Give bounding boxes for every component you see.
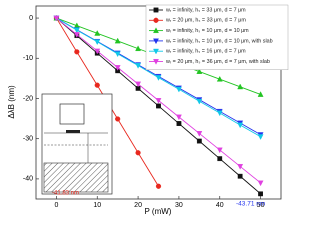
marker [216, 147, 223, 154]
legend-marker [153, 38, 159, 45]
marker [135, 81, 142, 88]
x-tick-label: 0 [54, 202, 58, 209]
marker [155, 75, 162, 81]
legend-label: wᵣ = infinity, hₛ = 10 μm, d = 10 μm [165, 28, 249, 34]
legend-label: wᵣ = infinity, hₛ = 33 μm, d = 7 μm [165, 7, 246, 13]
marker [216, 110, 223, 117]
legend-label: wᵣ = infinity, hₛ = 10 μm, d = 10 μm, wi… [165, 38, 273, 44]
marker [216, 75, 223, 82]
marker [114, 65, 121, 71]
marker [135, 45, 142, 52]
marker [257, 180, 264, 187]
legend-label: wᵣ = infinity, hₛ = 16 μm, d = 7 μm [165, 49, 246, 55]
legend-marker [153, 59, 159, 65]
marker [237, 164, 244, 170]
x-tick-label: 50 [257, 202, 265, 209]
y-tick-label: -40 [23, 176, 33, 183]
marker [237, 122, 244, 129]
inset-substrate [43, 162, 109, 193]
inset-heater [59, 103, 85, 125]
marker [94, 82, 100, 88]
x-tick-label: 30 [175, 202, 183, 209]
inset-core [66, 130, 80, 133]
marker [257, 134, 264, 140]
marker [155, 98, 162, 104]
marker [114, 37, 121, 44]
marker [237, 83, 244, 90]
y-tick-label: -20 [23, 95, 33, 102]
y-tick-label: 0 [29, 15, 33, 22]
y-axis-label: ΔλB (nm) [7, 85, 16, 119]
marker [135, 150, 141, 156]
y-tick-label: -30 [23, 136, 33, 143]
marker [135, 63, 142, 69]
marker [155, 183, 162, 189]
x-tick-label: 40 [216, 202, 224, 209]
marker [217, 156, 223, 162]
legend-marker [153, 17, 159, 23]
marker [175, 114, 182, 121]
marker [94, 30, 101, 36]
marker [94, 48, 101, 55]
marker [114, 51, 121, 58]
marker [74, 49, 80, 55]
legend-label: wᵣ = 20 μm, hₛ = 33 μm, d = 7 μm [165, 18, 246, 24]
inset-diagram [41, 93, 113, 195]
marker [257, 91, 264, 97]
marker [237, 173, 243, 179]
x-tick-label: 10 [93, 202, 101, 209]
chart: 0 10 20 30 40 50 0 -10 -20 -30 -40 P (mW) ΔλB (nm)… [7, 4, 289, 216]
legend-marker [153, 27, 159, 33]
legend-frame [145, 4, 289, 71]
annotation: -41.83 nm [52, 191, 79, 197]
legend-marker [153, 7, 159, 13]
legend-marker [153, 48, 159, 55]
x-tick-label: 20 [134, 202, 142, 209]
marker [196, 131, 203, 137]
marker [94, 39, 101, 46]
x-axis-label: P (mW) [145, 207, 172, 216]
marker [196, 98, 203, 105]
marker [53, 15, 60, 22]
marker [73, 27, 80, 34]
marker [115, 116, 121, 122]
marker [196, 138, 202, 144]
legend: wᵣ = infinity, hₛ = 33 μm, d = 7 μm wᵣ = … [145, 4, 289, 71]
marker [156, 103, 161, 109]
y-tick-label: -10 [23, 55, 33, 62]
marker [258, 191, 263, 197]
legend-label: wᵣ = 20 μm, hₛ = 36 μm, d = 7 μm, with s… [165, 59, 270, 65]
marker [73, 32, 80, 38]
marker [176, 121, 182, 126]
marker [196, 68, 203, 74]
marker [175, 86, 182, 93]
annotation: -43.71 nm [236, 201, 265, 208]
